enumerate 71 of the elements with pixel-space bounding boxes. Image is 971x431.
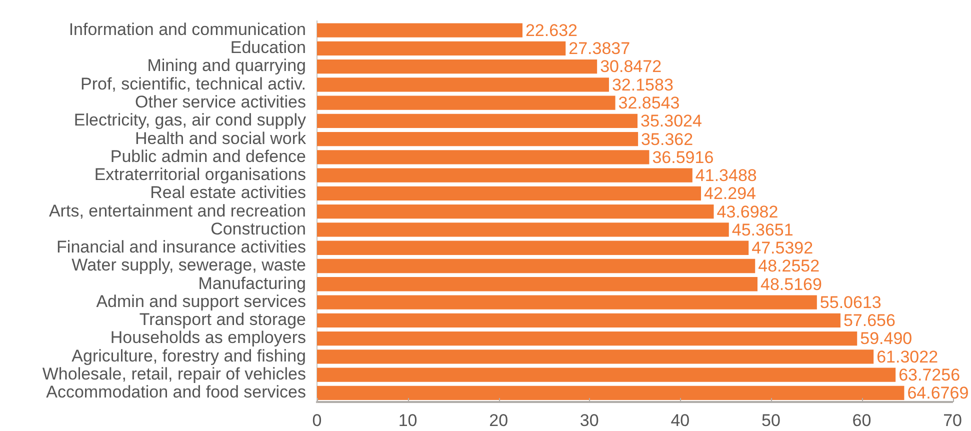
y-tick-label: Prof, scientific, technical activ. [80, 74, 306, 94]
y-tick-label: Accommodation and food services [46, 382, 306, 402]
y-tick-label: Arts, entertainment and recreation [48, 201, 306, 220]
y-tick-label: Transport and storage [139, 310, 306, 330]
y-tick-label: Financial and insurance activities [56, 238, 306, 257]
data-label: 30.8472 [600, 57, 662, 76]
data-label: 55.0613 [820, 292, 882, 312]
y-tick-label: Extraterritorial organisations [94, 165, 306, 184]
data-label: 35.362 [641, 130, 694, 149]
data-label: 43.6982 [716, 202, 778, 222]
y-tick-label: Wholesale, retail, repair of vehicles [42, 364, 306, 384]
data-label: 36.5916 [652, 148, 714, 167]
bar [317, 23, 522, 38]
y-tick-label: Electricity, gas, air cond supply [74, 110, 306, 130]
bar [317, 386, 904, 400]
y-tick-label: Construction [210, 219, 306, 238]
data-label: 47.5392 [752, 238, 814, 258]
bar [317, 258, 756, 274]
bar [317, 132, 638, 146]
y-tick-label: Health and social work [134, 128, 306, 148]
data-label: 57.656 [843, 311, 896, 330]
bar [317, 96, 616, 110]
bar [317, 150, 650, 164]
bar [317, 368, 896, 382]
data-label: 61.3022 [876, 347, 938, 366]
x-tick-label: 0 [312, 410, 322, 430]
x-tick-label: 40 [670, 410, 690, 430]
bar [317, 222, 729, 237]
x-tick-label: 10 [398, 410, 418, 430]
bar [317, 168, 692, 182]
x-tick-label: 70 [943, 410, 962, 430]
bar [317, 114, 638, 128]
bar [317, 350, 874, 364]
data-label: 48.2552 [758, 256, 820, 276]
bar [317, 295, 817, 310]
y-tick-label: Agriculture, forestry and fishing [72, 346, 306, 366]
data-label: 48.5169 [760, 274, 822, 294]
data-label: 32.8543 [618, 93, 680, 112]
bar [317, 277, 758, 292]
y-tick-label: Manufacturing [198, 274, 306, 293]
x-tick-label: 20 [489, 410, 508, 430]
x-tick-label: 30 [580, 410, 599, 430]
data-label: 42.294 [704, 184, 756, 204]
bar [317, 313, 840, 328]
bar [317, 59, 598, 74]
data-label: 27.3837 [568, 39, 630, 58]
y-tick-label: Education [230, 38, 306, 58]
bar [317, 78, 609, 92]
y-tick-label: Information and communication [68, 20, 306, 39]
data-label: 41.3488 [695, 166, 757, 186]
data-label: 63.7256 [898, 365, 960, 384]
bar [317, 331, 858, 346]
y-tick-label: Real estate activities [150, 183, 306, 202]
data-label: 35.3024 [640, 112, 702, 131]
data-label: 45.3651 [732, 220, 794, 240]
data-label: 59.490 [860, 329, 912, 348]
data-label: 22.632 [525, 20, 578, 40]
bar [317, 240, 749, 255]
y-tick-label: Other service activities [135, 92, 306, 112]
y-tick-label: Households as employers [110, 328, 306, 348]
bar [317, 186, 701, 201]
bar [317, 41, 566, 56]
y-tick-label: Water supply, sewerage, waste [72, 256, 306, 275]
y-tick-label: Mining and quarrying [147, 56, 306, 76]
y-tick-label: Admin and support services [96, 292, 306, 311]
x-tick-label: 60 [852, 410, 872, 430]
data-label: 32.1583 [612, 75, 674, 94]
y-tick-label: Public admin and defence [110, 146, 306, 166]
data-label: 64.6769 [907, 384, 969, 403]
bar [317, 204, 714, 219]
x-tick-label: 50 [762, 410, 780, 430]
